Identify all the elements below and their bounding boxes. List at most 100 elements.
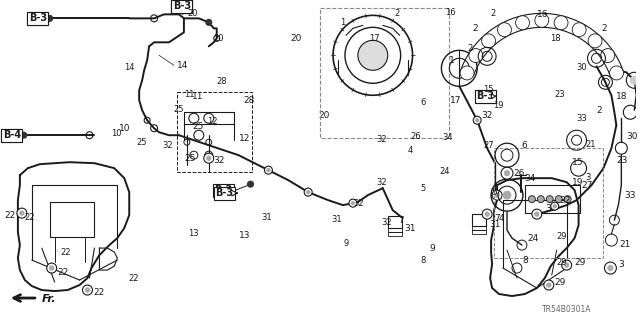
Text: 18: 18 xyxy=(550,34,561,43)
Text: 7: 7 xyxy=(398,216,404,225)
Circle shape xyxy=(503,191,511,199)
Bar xyxy=(320,8,449,138)
Bar xyxy=(388,228,402,232)
Text: 32: 32 xyxy=(377,135,387,144)
Bar xyxy=(472,226,486,230)
Text: 30: 30 xyxy=(627,132,638,141)
Circle shape xyxy=(307,190,310,194)
Circle shape xyxy=(83,285,92,295)
Text: 8: 8 xyxy=(522,256,527,265)
Text: 32: 32 xyxy=(377,178,387,187)
Text: 23: 23 xyxy=(616,156,628,165)
Text: 21: 21 xyxy=(586,140,596,149)
Text: 3: 3 xyxy=(618,260,624,268)
Text: 26: 26 xyxy=(410,132,421,141)
Text: B-4: B-4 xyxy=(3,130,21,140)
Circle shape xyxy=(535,13,548,27)
Text: B-3: B-3 xyxy=(173,1,191,12)
Circle shape xyxy=(601,49,614,63)
Text: 11: 11 xyxy=(184,90,195,99)
Text: B-3: B-3 xyxy=(29,13,47,23)
Bar xyxy=(525,185,580,213)
Text: B-3: B-3 xyxy=(173,1,191,12)
Text: 22: 22 xyxy=(129,274,139,283)
Text: 34: 34 xyxy=(442,133,453,142)
Text: 13: 13 xyxy=(239,231,250,240)
Circle shape xyxy=(476,118,479,122)
Text: B-3: B-3 xyxy=(29,13,47,23)
Text: 15: 15 xyxy=(484,85,494,94)
Circle shape xyxy=(204,153,214,163)
Text: 22: 22 xyxy=(60,248,71,257)
Text: 31: 31 xyxy=(261,213,271,222)
Text: 16: 16 xyxy=(445,8,456,17)
Text: 1: 1 xyxy=(340,18,346,27)
Bar xyxy=(388,216,402,228)
Circle shape xyxy=(588,34,602,48)
Circle shape xyxy=(553,204,557,208)
Text: 24: 24 xyxy=(527,234,538,243)
Bar xyxy=(472,230,486,234)
Circle shape xyxy=(482,34,495,48)
Text: 34: 34 xyxy=(524,174,535,183)
Circle shape xyxy=(349,199,357,207)
Text: 16: 16 xyxy=(537,10,548,19)
Text: 14: 14 xyxy=(124,63,134,72)
Circle shape xyxy=(604,262,616,274)
Text: 2: 2 xyxy=(468,44,473,53)
Circle shape xyxy=(609,66,623,80)
Circle shape xyxy=(20,211,24,215)
Text: 9: 9 xyxy=(429,244,435,252)
Circle shape xyxy=(538,196,544,203)
Text: B-4: B-4 xyxy=(3,130,21,140)
Text: 12: 12 xyxy=(239,134,250,143)
Text: 13: 13 xyxy=(188,229,198,238)
Text: 2: 2 xyxy=(596,106,602,115)
Circle shape xyxy=(485,212,490,216)
Circle shape xyxy=(469,49,483,63)
Text: 3: 3 xyxy=(586,173,591,182)
Text: 29: 29 xyxy=(575,258,586,267)
Text: B-3: B-3 xyxy=(476,91,494,101)
Text: 2: 2 xyxy=(394,9,400,18)
Circle shape xyxy=(551,202,559,210)
Text: 18: 18 xyxy=(616,92,628,101)
Bar xyxy=(177,92,252,172)
Circle shape xyxy=(358,40,388,70)
Text: 6: 6 xyxy=(420,98,426,107)
Text: 33: 33 xyxy=(625,191,636,200)
Circle shape xyxy=(534,212,539,216)
Text: 22: 22 xyxy=(58,268,69,276)
Text: 32: 32 xyxy=(214,156,225,165)
Text: 20: 20 xyxy=(213,34,223,43)
Text: 31: 31 xyxy=(404,224,416,233)
Circle shape xyxy=(351,201,355,205)
Text: 2: 2 xyxy=(602,24,607,33)
Text: TR54B0301A: TR54B0301A xyxy=(542,305,591,314)
Circle shape xyxy=(608,265,613,271)
Text: 5: 5 xyxy=(420,184,425,194)
Text: 29: 29 xyxy=(557,258,567,267)
Text: 5: 5 xyxy=(491,188,497,197)
Circle shape xyxy=(544,280,554,290)
Circle shape xyxy=(492,190,502,200)
Text: B-3: B-3 xyxy=(173,1,191,12)
Text: 19: 19 xyxy=(493,101,504,110)
Circle shape xyxy=(529,196,535,203)
Circle shape xyxy=(206,19,212,25)
Circle shape xyxy=(516,16,529,30)
Text: 32: 32 xyxy=(560,196,571,205)
Circle shape xyxy=(630,76,638,84)
Text: 1: 1 xyxy=(449,56,455,65)
Text: 25: 25 xyxy=(192,122,204,131)
Circle shape xyxy=(47,263,57,273)
Text: 32: 32 xyxy=(545,204,556,212)
Text: 14: 14 xyxy=(177,61,188,70)
Circle shape xyxy=(460,66,474,80)
Text: 15: 15 xyxy=(572,158,583,167)
Circle shape xyxy=(17,208,27,218)
Circle shape xyxy=(264,166,273,174)
Circle shape xyxy=(564,263,569,267)
Text: 22: 22 xyxy=(93,288,105,297)
Text: 26: 26 xyxy=(513,169,524,178)
